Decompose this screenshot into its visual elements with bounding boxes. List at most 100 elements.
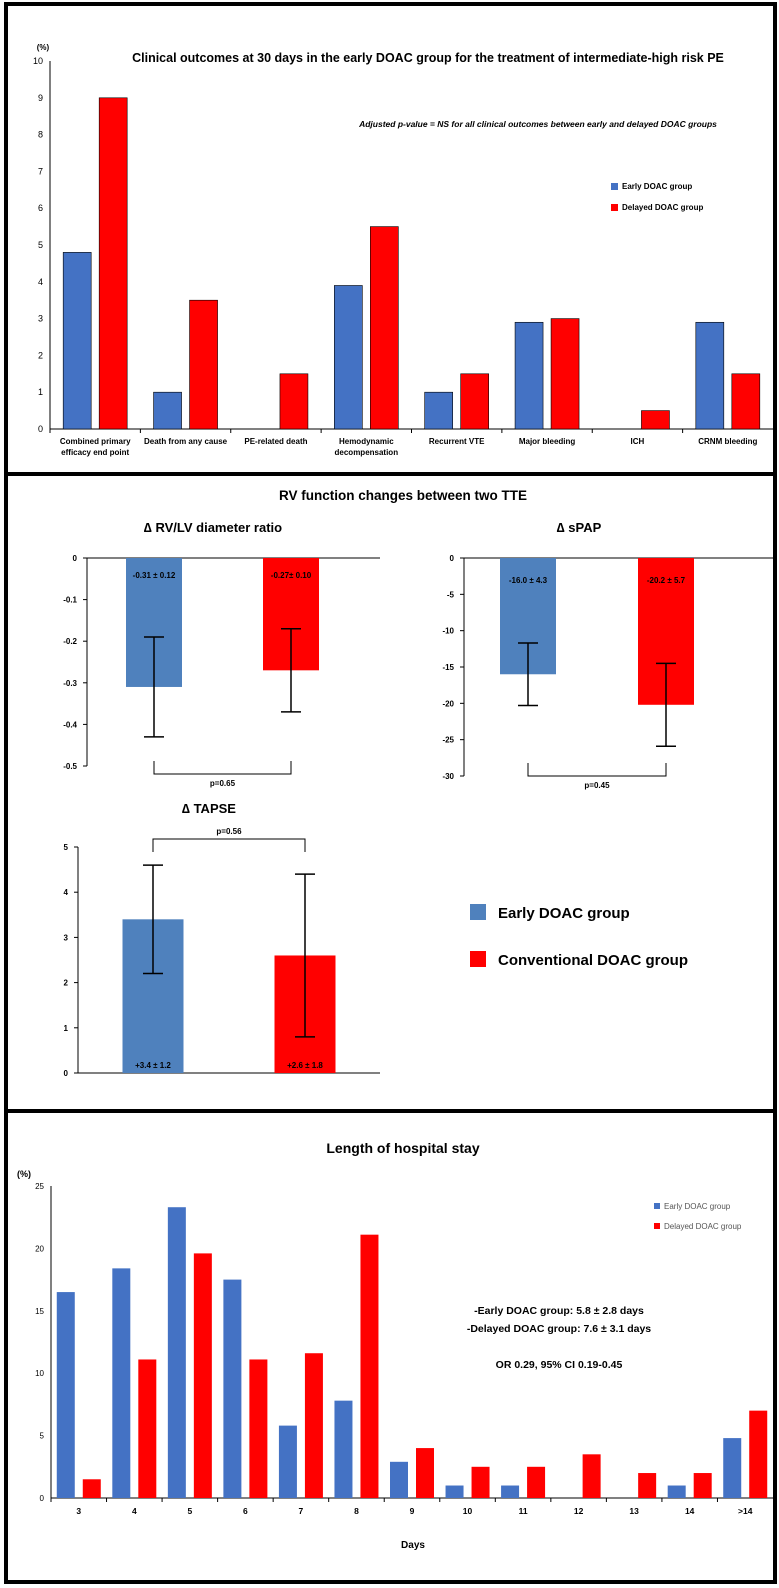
x-tick-label: 11 <box>519 1506 528 1516</box>
value-label: -16.0 ± 4.3 <box>509 576 548 585</box>
category-label: efficacy end point <box>61 448 129 457</box>
category-label: Hemodynamic <box>339 437 394 446</box>
summary-note: OR 0.29, 95% CI 0.19-0.45 <box>496 1359 623 1371</box>
clinical-outcomes-chart: (%) Clinical outcomes at 30 days in the e… <box>33 43 773 457</box>
bar-delayed <box>527 1466 546 1498</box>
bar-delayed <box>731 373 761 430</box>
p-value-label: p=0.65 <box>210 779 236 788</box>
bar-delayed <box>749 1410 768 1498</box>
y-tick-label: 3 <box>64 933 69 942</box>
value-label: +3.4 ± 1.2 <box>135 1061 171 1070</box>
y-tick-label: -15 <box>442 663 454 672</box>
bar-early <box>424 391 453 430</box>
clinical-outcomes-panel: (%) Clinical outcomes at 30 days in the e… <box>4 2 777 476</box>
y-tick-label: 4 <box>64 888 69 897</box>
x-tick-label: 10 <box>463 1506 473 1516</box>
legend-swatch <box>654 1223 660 1229</box>
bar-early <box>334 285 363 430</box>
y-tick-label: 9 <box>38 93 43 103</box>
bar-early <box>56 1292 75 1498</box>
subchart-title: ∆ RV/LV diameter ratio <box>144 520 282 535</box>
bar-early <box>514 321 544 430</box>
bar-early <box>278 1425 297 1498</box>
bar-delayed <box>138 1359 157 1498</box>
y-tick-label: 1 <box>38 387 43 397</box>
legend-label: Delayed DOAC group <box>622 203 703 212</box>
y-tick-label: 5 <box>64 843 69 852</box>
bar-delayed <box>82 1479 101 1498</box>
y-tick-label: 7 <box>38 166 43 176</box>
x-tick-label: 14 <box>685 1506 695 1516</box>
y-tick-label: 2 <box>64 979 69 988</box>
x-tick-label: 9 <box>410 1506 415 1516</box>
y-tick-label: 10 <box>33 56 43 66</box>
annotation: Adjusted p-value = NS for all clinical o… <box>358 119 717 129</box>
bar-delayed <box>460 373 489 430</box>
category-label: decompensation <box>335 448 399 457</box>
bar-delayed <box>193 1253 212 1498</box>
y-tick-label: -0.5 <box>63 762 77 771</box>
x-tick-label: 12 <box>574 1506 584 1516</box>
y-tick-label: 5 <box>38 240 43 250</box>
y-tick-label: 25 <box>35 1182 44 1191</box>
bar-delayed <box>638 1473 657 1498</box>
y-tick-label: 5 <box>40 1432 45 1441</box>
bar-early <box>695 321 725 430</box>
bar-delayed <box>279 373 309 430</box>
category-label: ICH <box>631 437 645 446</box>
bar-delayed <box>582 1454 601 1498</box>
p-value-bracket <box>527 763 667 777</box>
bar-delayed <box>189 299 218 430</box>
category-label: PE-related death <box>244 437 307 446</box>
y-tick-label: 10 <box>35 1369 44 1378</box>
panel-title: RV function changes between two TTE <box>279 488 527 503</box>
hospital-stay-chart: Length of hospital stay (%) 0 5 10 15 20 25 3 4 5 6… <box>17 1140 773 1551</box>
p-value-label: p=0.56 <box>216 827 242 836</box>
bar-delayed <box>360 1234 379 1498</box>
category-label: Combined primary <box>60 437 131 446</box>
p-value-bracket <box>152 838 306 852</box>
x-tick-label: 6 <box>243 1506 248 1516</box>
rv-function-chart: RV function changes between two TTE ∆ RV/… <box>63 488 773 1078</box>
y-tick-label: -20 <box>442 699 454 708</box>
legend-label: Early DOAC group <box>498 905 630 922</box>
bar-early <box>223 1279 242 1498</box>
y-tick-label: 15 <box>35 1307 44 1316</box>
legend-label: Conventional DOAC group <box>498 952 688 969</box>
y-tick-label: 0 <box>450 554 455 563</box>
bar-delayed <box>98 97 128 430</box>
bar-delayed <box>370 226 399 430</box>
subchart-title: ∆ sPAP <box>557 520 602 535</box>
y-tick-label: 20 <box>35 1244 44 1253</box>
y-tick-label: 0 <box>64 1069 69 1078</box>
p-value-label: p=0.45 <box>584 781 610 790</box>
y-tick-label: 4 <box>38 277 43 287</box>
x-tick-label: 8 <box>354 1506 359 1516</box>
summary-note: -Early DOAC group: 5.8 ± 2.8 days <box>474 1305 644 1317</box>
y-tick-label: -0.1 <box>63 596 77 605</box>
bar-early <box>153 391 182 430</box>
category-label: Recurrent VTE <box>429 437 485 446</box>
category-label: Major bleeding <box>519 437 576 446</box>
y-unit-label: (%) <box>17 1169 31 1179</box>
legend-label: Early DOAC group <box>622 182 692 191</box>
x-tick-label: 13 <box>629 1506 639 1516</box>
legend-swatch <box>611 183 618 190</box>
y-unit-label: (%) <box>37 43 50 52</box>
y-tick-label: -10 <box>442 627 454 636</box>
legend-label: Delayed DOAC group <box>664 1222 742 1231</box>
chart-title: Clinical outcomes at 30 days in the earl… <box>132 51 724 65</box>
y-tick-label: 3 <box>38 314 43 324</box>
chart-title: Length of hospital stay <box>326 1140 479 1156</box>
bar-delayed <box>249 1359 268 1498</box>
p-value-bracket <box>153 761 292 775</box>
bar-early <box>667 1485 686 1498</box>
y-tick-label: 2 <box>38 350 43 360</box>
bar-delayed <box>304 1353 323 1498</box>
hospital-stay-panel: Length of hospital stay (%) 0 5 10 15 20 25 3 4 5 6… <box>4 1113 777 1584</box>
summary-note: -Delayed DOAC group: 7.6 ± 3.1 days <box>467 1323 651 1335</box>
bar-early <box>167 1207 186 1498</box>
y-tick-label: -0.4 <box>63 720 77 729</box>
legend-swatch <box>470 904 486 920</box>
x-tick-label: 7 <box>299 1506 304 1516</box>
